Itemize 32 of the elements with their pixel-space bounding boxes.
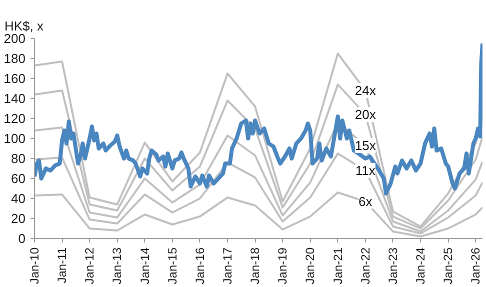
x-tick-label: Jan-22 [358, 247, 372, 284]
series-label: 11x [355, 163, 376, 178]
x-tick-label: Jan-19 [276, 247, 290, 284]
y-tick-label: 200 [4, 31, 26, 46]
y-tick-label: 80 [11, 151, 26, 166]
x-tick-label: Jan-26 [468, 247, 483, 284]
y-tick-label: 160 [4, 71, 26, 86]
y-axis-title: HK$, x [4, 18, 44, 34]
x-tick-label: Jan-13 [110, 247, 124, 284]
x-tick-label: Jan-14 [138, 247, 152, 284]
x-tick-label: Jan-20 [303, 247, 318, 284]
y-tick-label: 60 [11, 171, 26, 186]
x-tick-label: Jan-21 [330, 247, 345, 284]
x-tick-label: Jan-15 [165, 247, 180, 284]
x-tick-label: Jan-11 [55, 247, 70, 284]
line-series [34, 42, 482, 196]
y-tick-label: 180 [4, 51, 26, 66]
x-tick-label: Jan-17 [220, 247, 235, 284]
y-tick-label: 20 [11, 211, 26, 226]
y-tick-label: 100 [4, 131, 26, 146]
x-tick-label: Jan-24 [414, 247, 428, 284]
x-tick-label: Jan-25 [441, 247, 456, 284]
y-tick-label: 0 [18, 231, 26, 246]
y-tick-label: 120 [4, 111, 26, 126]
y-tick-label: 140 [4, 91, 26, 106]
y-tick-label: 40 [11, 191, 26, 206]
x-tick-label: Jan-10 [28, 247, 42, 284]
x-tick-label: Jan-18 [248, 247, 262, 284]
series-label: 6x [358, 194, 373, 209]
x-tick-label: Jan-23 [386, 247, 400, 284]
x-tick-label: Jan-12 [82, 247, 97, 284]
x-tick-label: Jan-16 [192, 247, 207, 284]
